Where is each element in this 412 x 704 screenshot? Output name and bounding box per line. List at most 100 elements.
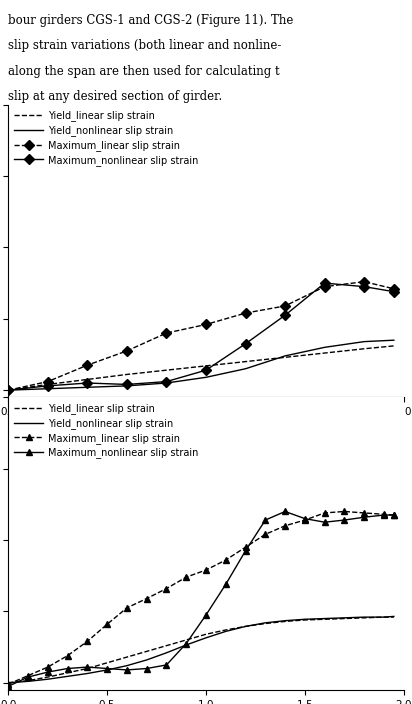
Maximum_nonlinear slip strain — [322, 279, 327, 287]
Yield_linear slip strain — [263, 620, 268, 628]
Yield_linear slip strain — [124, 653, 129, 661]
Yield_nonlinear slip strain — [184, 641, 189, 649]
Yield_nonlinear slip strain — [223, 627, 228, 636]
Maximum_linear slip strain — [45, 663, 50, 672]
Maximum_linear slip strain — [204, 566, 208, 574]
Legend: Yield_linear slip strain, Yield_nonlinear slip strain, Maximum_linear slip strai: Yield_linear slip strain, Yield_nonlinea… — [11, 108, 201, 169]
Line: Yield_linear slip strain: Yield_linear slip strain — [8, 617, 394, 683]
Maximum_nonlinear slip strain — [65, 665, 70, 673]
Yield_nonlinear slip strain — [164, 379, 169, 387]
Yield_nonlinear slip strain — [6, 386, 11, 394]
Yield_nonlinear slip strain — [45, 384, 50, 393]
Yield_nonlinear slip strain — [322, 343, 327, 351]
Text: bour girders CGS-1 and CGS-2 (Figure 11). The: bour girders CGS-1 and CGS-2 (Figure 11)… — [8, 14, 294, 27]
Yield_nonlinear slip strain — [283, 617, 288, 625]
Yield_linear slip strain — [184, 636, 189, 644]
Maximum_nonlinear slip strain — [124, 380, 129, 389]
Maximum_linear slip strain — [342, 508, 347, 516]
Maximum_linear slip strain — [302, 516, 307, 524]
Maximum_linear slip strain — [85, 637, 90, 646]
Maximum_linear slip strain — [204, 320, 208, 329]
Maximum_linear slip strain — [243, 543, 248, 551]
Yield_linear slip strain — [45, 380, 50, 389]
Yield_linear slip strain — [6, 386, 11, 394]
Yield_nonlinear slip strain — [243, 622, 248, 631]
Yield_nonlinear slip strain — [204, 373, 208, 382]
Yield_nonlinear slip strain — [124, 662, 129, 670]
Maximum_nonlinear slip strain — [223, 580, 228, 589]
Maximum_linear slip strain — [184, 573, 189, 582]
Yield_linear slip strain — [164, 366, 169, 375]
Yield_linear slip strain — [391, 341, 396, 350]
Yield_nonlinear slip strain — [362, 613, 367, 622]
Maximum_nonlinear slip strain — [85, 379, 90, 387]
Maximum_nonlinear slip strain — [85, 663, 90, 672]
Yield_linear slip strain — [204, 630, 208, 639]
Yield_nonlinear slip strain — [283, 352, 288, 360]
Line: Yield_nonlinear slip strain: Yield_nonlinear slip strain — [8, 617, 394, 683]
Yield_nonlinear slip strain — [164, 648, 169, 657]
Maximum_nonlinear slip strain — [164, 377, 169, 386]
Maximum_nonlinear slip strain — [144, 665, 149, 673]
Yield_nonlinear slip strain — [26, 677, 30, 686]
Yield_linear slip strain — [144, 647, 149, 655]
Maximum_nonlinear slip strain — [391, 287, 396, 296]
Maximum_nonlinear slip strain — [263, 516, 268, 524]
Maximum_linear slip strain — [391, 284, 396, 293]
Yield_linear slip strain — [85, 665, 90, 673]
Maximum_linear slip strain — [322, 282, 327, 291]
Maximum_nonlinear slip strain — [362, 513, 367, 522]
Yield_nonlinear slip strain — [302, 615, 307, 624]
Maximum_nonlinear slip strain — [243, 339, 248, 348]
Maximum_nonlinear slip strain — [204, 611, 208, 620]
Yield_nonlinear slip strain — [243, 365, 248, 373]
Yield_nonlinear slip strain — [45, 675, 50, 684]
Yield_linear slip strain — [322, 615, 327, 624]
Yield_linear slip strain — [322, 348, 327, 357]
Maximum_nonlinear slip strain — [204, 366, 208, 375]
Yield_linear slip strain — [85, 375, 90, 384]
Yield_nonlinear slip strain — [105, 666, 110, 674]
Maximum_linear slip strain — [382, 510, 386, 519]
Yield_linear slip strain — [124, 370, 129, 379]
Yield_nonlinear slip strain — [391, 336, 396, 344]
Maximum_linear slip strain — [6, 680, 11, 689]
Yield_linear slip strain — [105, 658, 110, 667]
Maximum_linear slip strain — [124, 346, 129, 355]
Text: (a) CGS-1: (a) CGS-1 — [175, 485, 237, 498]
Yield_nonlinear slip strain — [144, 655, 149, 664]
Maximum_linear slip strain — [6, 386, 11, 394]
Maximum_linear slip strain — [65, 651, 70, 660]
Yield_linear slip strain — [283, 353, 288, 362]
Yield_linear slip strain — [6, 679, 11, 687]
Yield_linear slip strain — [65, 669, 70, 677]
Maximum_nonlinear slip strain — [164, 661, 169, 670]
Maximum_linear slip strain — [105, 620, 110, 629]
Yield_nonlinear slip strain — [362, 337, 367, 346]
Maximum_linear slip strain — [263, 530, 268, 539]
Yield_linear slip strain — [243, 358, 248, 366]
Yield_nonlinear slip strain — [204, 634, 208, 642]
Line: Maximum_linear slip strain: Maximum_linear slip strain — [5, 278, 397, 394]
Maximum_nonlinear slip strain — [243, 546, 248, 555]
Maximum_nonlinear slip strain — [283, 508, 288, 516]
Maximum_linear slip strain — [283, 302, 288, 310]
Maximum_linear slip strain — [362, 509, 367, 517]
Maximum_linear slip strain — [45, 377, 50, 386]
Yield_nonlinear slip strain — [124, 382, 129, 390]
Yield_nonlinear slip strain — [65, 672, 70, 681]
Maximum_nonlinear slip strain — [6, 682, 11, 691]
Maximum_nonlinear slip strain — [105, 665, 110, 673]
Maximum_linear slip strain — [362, 277, 367, 286]
Maximum_linear slip strain — [243, 309, 248, 318]
Maximum_linear slip strain — [283, 522, 288, 530]
Yield_linear slip strain — [342, 615, 347, 623]
Yield_nonlinear slip strain — [85, 383, 90, 391]
Yield_linear slip strain — [283, 617, 288, 626]
Yield_linear slip strain — [223, 626, 228, 634]
Maximum_linear slip strain — [85, 361, 90, 370]
Maximum_linear slip strain — [322, 509, 327, 517]
Maximum_nonlinear slip strain — [26, 673, 30, 681]
Maximum_nonlinear slip strain — [283, 311, 288, 320]
Yield_nonlinear slip strain — [391, 612, 396, 621]
